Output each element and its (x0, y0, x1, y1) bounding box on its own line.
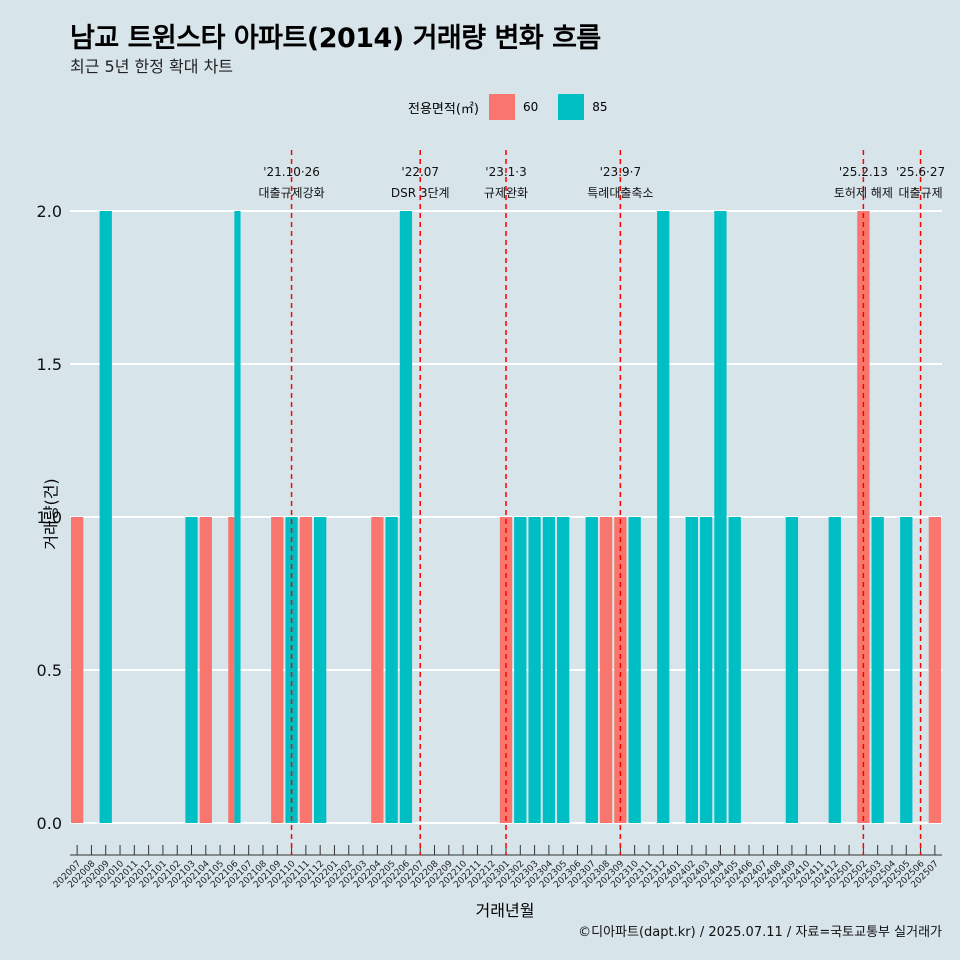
chart-subtitle: 최근 5년 한정 확대 차트 (70, 57, 234, 76)
bar-85-202302 (514, 517, 527, 823)
event-date-label: '25.6·27 (896, 165, 945, 179)
bar-85-202307 (585, 517, 598, 823)
event-label: 대출규제강화 (258, 186, 324, 200)
bar-85-202505 (900, 517, 913, 823)
event-label: 토허제 해제 (834, 186, 893, 200)
bar-60-202309 (614, 517, 627, 823)
y-tick-label: 1.0 (37, 508, 62, 527)
y-tick-label: 1.5 (37, 355, 62, 374)
legend-title: 전용면적(㎡) (408, 101, 479, 117)
event-date-label: '23.9·7 (600, 165, 641, 179)
legend-label-85: 85 (592, 100, 608, 114)
y-axis-label: 거래량(건) (41, 478, 61, 550)
bar-60-202007 (71, 517, 84, 823)
bar-85-202503 (871, 517, 884, 823)
bar-85-202404 (714, 211, 727, 823)
y-tick-label: 2.0 (37, 202, 62, 221)
y-tick-label: 0.0 (37, 814, 62, 833)
bar-85-202206 (399, 211, 413, 823)
bar-85-202009 (99, 211, 112, 823)
chart-title: 남교 트윈스타 아파트(2014) 거래량 변화 흐름 (70, 23, 601, 54)
bar-85-202110 (285, 517, 298, 823)
bar-60-202104 (199, 517, 212, 823)
legend: 전용면적(㎡) 60 85 (408, 94, 628, 120)
bar-60-202301 (499, 517, 513, 823)
bar-85-202205 (385, 517, 398, 823)
bar-85-202304 (542, 517, 556, 823)
x-axis-label: 거래년월 (475, 901, 535, 920)
bar-60-202502 (857, 211, 870, 823)
bar-85-202403 (699, 517, 713, 823)
legend-label-60: 60 (522, 100, 539, 114)
bar-85-202310 (628, 517, 641, 823)
y-tick-label: 0.5 (37, 661, 62, 680)
bar-60-202507 (928, 517, 941, 823)
bar-85-202402 (685, 517, 698, 823)
bar-85-202409 (785, 517, 799, 823)
bar-60-202106 (228, 517, 235, 823)
event-date-label: '22.07 (401, 165, 439, 179)
bar-85-202103 (185, 517, 198, 823)
bar-60-202111 (299, 517, 313, 823)
chart-caption: ©디아파트(dapt.kr) / 2025.07.11 / 자료=국토교통부 실… (578, 925, 942, 940)
bar-85-202305 (557, 517, 570, 823)
bar-60-202109 (271, 517, 284, 823)
event-date-label: '25.2.13 (839, 165, 888, 179)
bar-60-202308 (599, 517, 613, 823)
bar-85-202412 (828, 517, 841, 823)
bar-85-202405 (728, 517, 741, 823)
bar-85-202312 (657, 211, 670, 823)
bar-85-202303 (528, 517, 541, 823)
event-date-label: '23.1·3 (485, 165, 526, 179)
legend-key-85 (558, 94, 585, 120)
bar-60-202204 (371, 517, 384, 823)
legend-key-60 (488, 94, 515, 120)
event-label: 대출규제 (898, 186, 942, 200)
event-date-label: '21.10·26 (263, 165, 320, 179)
event-label: 특례대출축소 (587, 186, 653, 200)
bar-85-202106 (234, 211, 241, 823)
event-label: DSR 3단계 (391, 186, 450, 200)
bar-85-202112 (314, 517, 327, 823)
event-label: 규제완화 (484, 186, 528, 200)
